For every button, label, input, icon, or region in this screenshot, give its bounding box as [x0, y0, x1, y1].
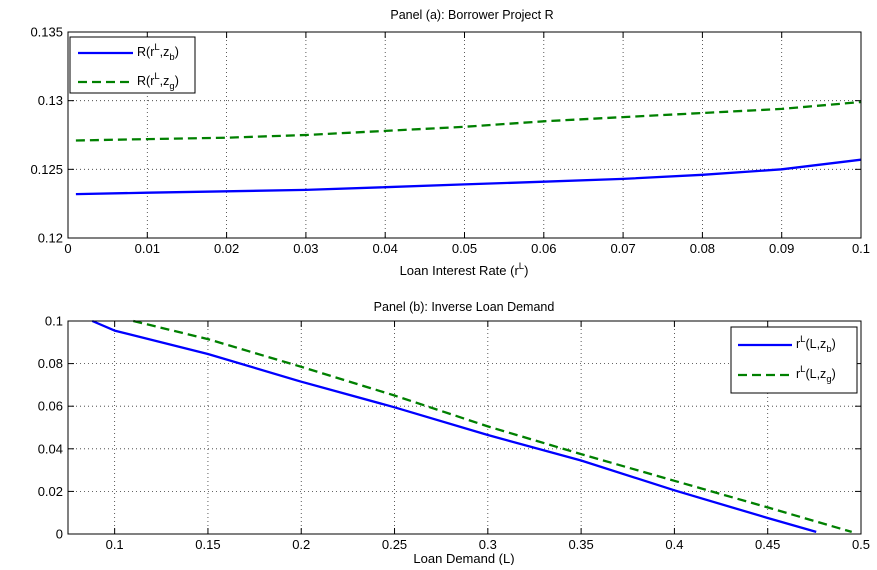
panel-a-xlabel: Loan Interest Rate (rL): [400, 261, 529, 278]
panel-b-legend: rL(L,zb) rL(L,zg): [730, 326, 858, 394]
panel-b-xlabel: Loan Demand (L): [413, 551, 514, 565]
panel-b-legend-label-2: rL(L,zg): [796, 364, 836, 385]
panel-b-grid: [68, 321, 861, 534]
panel-b-xtick-label-7: 0.45: [755, 537, 780, 552]
panel-b-legend-label-1: rL(L,zb): [796, 334, 836, 355]
panel-a-series-line-1: [75, 158, 862, 196]
panel-a-ytick-label-0: 0.12: [38, 231, 63, 246]
panel-b-ytick-label-3: 0.06: [38, 399, 63, 414]
panel-a-plot-area: [68, 32, 861, 238]
panel-b-series-line-2: [133, 319, 853, 534]
panel-b-ticks: 0.1 0.15 0.2 0.25 0.3 0.35 0.4 0.45 0.5 0 0.02 0.04…: [38, 314, 870, 553]
panel-a-ticks: 0 0.01 0.02 0.03 0.04 0.05 0.06 0.07 0.08 0.09 0.1…: [30, 25, 870, 257]
panel-b-xtick-label-6: 0.4: [665, 537, 683, 552]
panel-a-xtick-label-1: 0.01: [135, 241, 160, 256]
panel-a-xtick-label-10: 0.1: [852, 241, 870, 256]
panel-b-xtick-label-5: 0.35: [568, 537, 593, 552]
panel-a-legend: R(rL,zb) R(rL,zg): [69, 36, 196, 94]
panel-a-xtick-label-4: 0.04: [373, 241, 398, 256]
panel-a-xtick-label-2: 0.02: [214, 241, 239, 256]
panel-b-series-line-1: [91, 319, 817, 534]
panel-a-title: Panel (a): Borrower Project R: [390, 8, 553, 22]
panel-b-xtick-label-1: 0.15: [195, 537, 220, 552]
panel-b-lines: [91, 319, 853, 534]
panel-a-xtick-label-6: 0.06: [531, 241, 556, 256]
panel-b-ytick-label-0: 0: [56, 527, 63, 542]
panel-b-xtick-label-3: 0.25: [382, 537, 407, 552]
panel-a-xtick-label-7: 0.07: [610, 241, 635, 256]
panel-b-ytick-label-1: 0.02: [38, 484, 63, 499]
panel-b-xtick-label-2: 0.2: [292, 537, 310, 552]
panel-a-legend-label-1: R(rL,zb): [137, 42, 179, 63]
panel-a-ytick-label-3: 0.135: [30, 25, 63, 40]
panel-a-ytick-label-2: 0.13: [38, 93, 63, 108]
panel-a-xtick-label-0: 0: [64, 241, 71, 256]
panel-b-ytick-label-5: 0.1: [45, 314, 63, 329]
panel-a-grid: [68, 32, 861, 238]
panel-b-legend-box: [730, 326, 858, 394]
panel-a-legend-label-2: R(rL,zg): [137, 71, 179, 92]
panel-a-xtick-label-3: 0.03: [293, 241, 318, 256]
panel-b-xtick-label-4: 0.3: [479, 537, 497, 552]
panel-a-lines: [75, 100, 862, 196]
panel-a: Panel (a): Borrower Project R 0 0.01 0.02 0…: [30, 8, 870, 278]
panel-a-xtick-label-8: 0.08: [690, 241, 715, 256]
panel-b: Panel (b): Inverse Loan Demand 0.1 0.15 0.…: [38, 300, 870, 566]
panel-a-xtick-label-9: 0.09: [769, 241, 794, 256]
panel-b-xtick-label-0: 0.1: [106, 537, 124, 552]
panel-b-frame: [67, 320, 862, 535]
panel-b-ytick-label-4: 0.08: [38, 356, 63, 371]
panel-a-xtick-label-5: 0.05: [452, 241, 477, 256]
panel-a-legend-box: [69, 36, 196, 94]
panel-b-ytick-label-2: 0.04: [38, 441, 63, 456]
panel-a-ytick-label-1: 0.125: [30, 162, 63, 177]
panel-a-frame: [67, 31, 862, 239]
panel-b-xtick-label-8: 0.5: [852, 537, 870, 552]
panel-b-title: Panel (b): Inverse Loan Demand: [374, 300, 555, 314]
